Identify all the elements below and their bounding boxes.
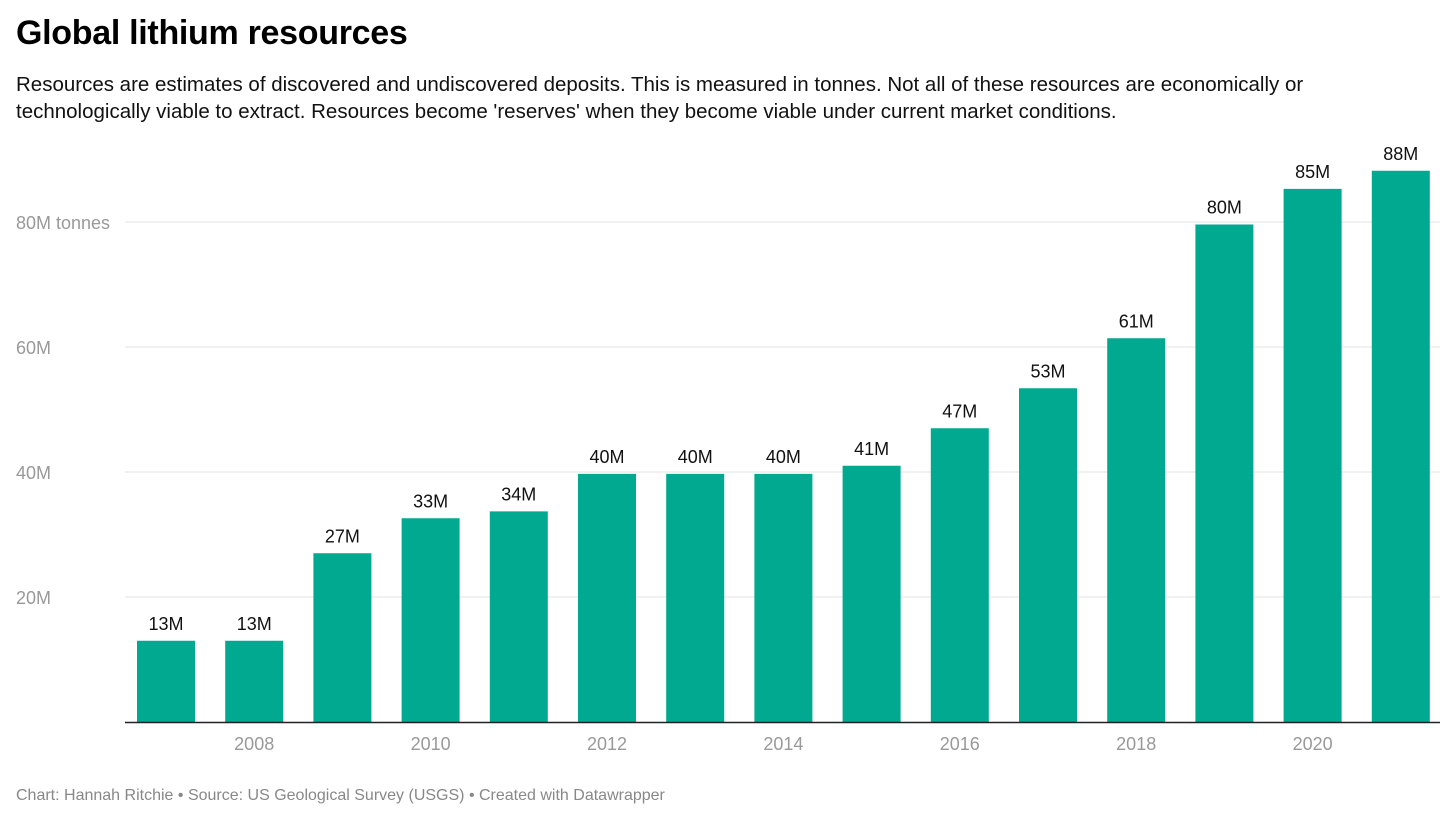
bar xyxy=(489,511,548,722)
bar xyxy=(313,553,372,722)
bar xyxy=(666,473,725,722)
x-tick-label: 2020 xyxy=(1293,734,1333,754)
bar xyxy=(1107,338,1166,722)
bar xyxy=(842,465,901,722)
bar xyxy=(1195,224,1254,722)
bar-value-label: 34M xyxy=(501,484,536,504)
x-tick-label: 2018 xyxy=(1116,734,1156,754)
chart-title: Global lithium resources xyxy=(16,14,408,52)
bars xyxy=(137,170,1430,722)
y-tick-label: 20M xyxy=(16,588,51,608)
footer: Chart: Hannah Ritchie • Source: US Geolo… xyxy=(16,787,665,805)
bar-value-label: 33M xyxy=(413,491,448,511)
bar xyxy=(578,473,636,722)
bar xyxy=(754,473,813,722)
bar xyxy=(225,640,284,722)
x-tick-labels: 2008 2010 2012 2014 2016 2018 2020 xyxy=(234,734,1332,754)
bar-value-label: 27M xyxy=(325,526,360,546)
chart-subtitle: Resources are estimates of discovered an… xyxy=(16,73,1304,123)
bar-value-label: 41M xyxy=(854,439,889,459)
bar-value-label: 47M xyxy=(942,401,977,421)
footer-separator: • xyxy=(468,787,475,804)
y-tick-label: 80M tonnes xyxy=(16,213,110,233)
bar-value-label: 88M xyxy=(1383,144,1418,164)
bar-value-label: 40M xyxy=(678,447,713,467)
bar-value-label: 40M xyxy=(766,447,801,467)
footer-separator: • xyxy=(177,787,184,804)
bar-value-label: 13M xyxy=(148,614,183,634)
bar-value-labels: 13M 13M 27M 33M 34M 40M 40M 40M 41M 47M 53M 61M 80M 8… xyxy=(148,144,1418,634)
y-tick-label: 40M xyxy=(16,463,51,483)
bar-value-label: 13M xyxy=(237,614,272,634)
source-credit: Source: US Geological Survey (USGS) xyxy=(187,787,465,804)
bar-value-label: 40M xyxy=(589,447,624,467)
x-tick-label: 2016 xyxy=(940,734,980,754)
x-tick-label: 2014 xyxy=(763,734,803,754)
bar-value-label: 61M xyxy=(1119,311,1154,331)
y-tick-labels: 20M 40M 60M 80M tonnes xyxy=(16,213,110,608)
bar xyxy=(1371,170,1430,722)
y-tick-label: 60M xyxy=(16,338,51,358)
bar xyxy=(401,518,460,722)
bar xyxy=(930,428,989,722)
chart-credit: Chart: Hannah Ritchie xyxy=(16,787,174,804)
bar xyxy=(1283,188,1342,722)
x-tick-label: 2012 xyxy=(587,734,627,754)
tool-credit: Created with Datawrapper xyxy=(479,787,665,804)
bar xyxy=(1019,388,1077,722)
x-tick-label: 2008 xyxy=(234,734,274,754)
bar-value-label: 80M xyxy=(1207,198,1242,218)
bar-value-label: 85M xyxy=(1295,162,1330,182)
bar-value-label: 53M xyxy=(1030,361,1065,381)
bar xyxy=(137,640,195,722)
x-tick-label: 2010 xyxy=(411,734,451,754)
